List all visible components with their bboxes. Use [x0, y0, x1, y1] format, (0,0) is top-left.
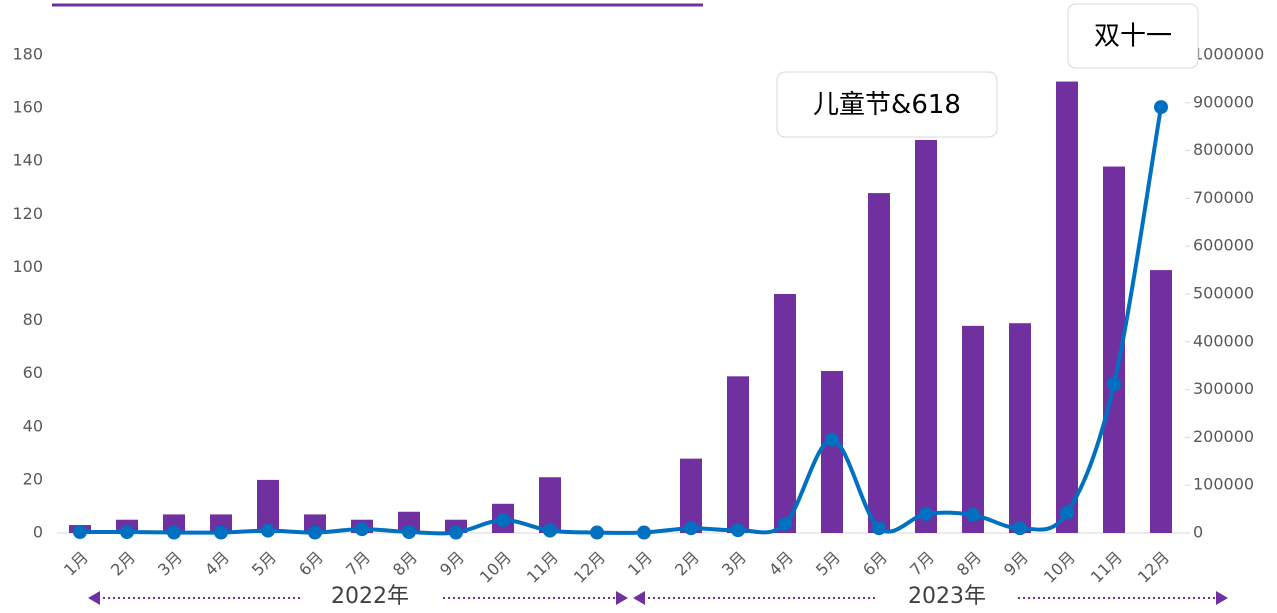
group-label: 2022年: [331, 584, 409, 609]
x-tick-label: 8月: [953, 548, 985, 580]
line-marker: [966, 507, 980, 522]
line-marker: [543, 523, 557, 538]
y-tick-label: 180: [12, 45, 43, 64]
bar: [257, 479, 279, 533]
line-marker: [919, 506, 933, 521]
bar: [821, 371, 843, 533]
annotation-box: [1067, 3, 1199, 69]
line-marker: [120, 525, 134, 540]
line-marker: [1154, 100, 1168, 115]
x-tick-label: 5月: [248, 548, 280, 580]
annotation-box: [776, 71, 998, 138]
bar: [915, 139, 937, 533]
line-marker: [637, 525, 651, 540]
bar: [774, 294, 796, 533]
line: [79, 106, 1163, 536]
bar: [727, 376, 749, 533]
x-tick-label: 6月: [295, 548, 327, 580]
y-tick-label: 140: [12, 151, 43, 170]
y2-tick-label: 900000: [1193, 92, 1254, 111]
line-marker: [355, 522, 369, 537]
bar: [680, 458, 702, 533]
line-marker: [496, 513, 510, 528]
bar: [1150, 270, 1172, 533]
line-marker: [1060, 505, 1074, 520]
line-marker: [590, 525, 604, 540]
y2-tick-label: 600000: [1193, 236, 1254, 255]
line-marker: [778, 516, 792, 531]
x-tick-label: 6月: [859, 548, 891, 580]
line-marker: [684, 521, 698, 536]
bar: [398, 511, 420, 533]
y2-tick-label: 100000: [1193, 475, 1254, 494]
x-tick-label: 10月: [476, 548, 515, 587]
line-marker: [1013, 521, 1027, 536]
x-tick-label: 8月: [389, 548, 421, 580]
annotation: 双十一: [1094, 22, 1172, 52]
line-marker: [214, 525, 228, 540]
x-tick-label: 7月: [342, 548, 374, 580]
x-tick-label: 5月: [812, 548, 844, 580]
bar: [962, 325, 984, 533]
y2-tick-label: 700000: [1193, 188, 1254, 207]
x-tick-label: 2月: [671, 548, 703, 580]
y2-tick-label: 300000: [1193, 379, 1254, 398]
x-tick-label: 11月: [1087, 548, 1126, 587]
x-tick-label: 1月: [624, 548, 656, 580]
y-tick-label: 40: [23, 416, 43, 435]
y-tick-label: 0: [33, 523, 43, 542]
x-tick-label: 9月: [436, 548, 468, 580]
y-tick-label: 60: [23, 363, 43, 382]
x-tick-label: 3月: [154, 548, 186, 580]
arrow-head: [616, 591, 628, 605]
y-tick-label: 80: [23, 310, 43, 329]
x-tick-label: 2月: [107, 548, 139, 580]
x-tick-label: 10月: [1040, 548, 1079, 587]
y-tick-label: 120: [12, 204, 43, 223]
y2-tick-label: 200000: [1193, 427, 1254, 446]
y2-tick-label: 1000000: [1193, 45, 1264, 64]
y2-tick-label: 500000: [1193, 284, 1254, 303]
x-tick-label: 12月: [1134, 548, 1173, 587]
x-tick-label: 11月: [523, 548, 562, 587]
y2-tick-label: 400000: [1193, 331, 1254, 350]
line-marker: [449, 525, 463, 540]
bar: [1009, 323, 1031, 533]
line-marker: [73, 525, 87, 540]
line-marker: [308, 525, 322, 540]
bar: [1103, 166, 1125, 534]
y-tick-label: 100: [12, 257, 43, 276]
group-label-bg: [300, 582, 440, 609]
arrow-head: [1216, 591, 1228, 605]
bar: [1056, 81, 1078, 534]
line-marker: [872, 521, 886, 536]
group-label-bg: [877, 582, 1017, 609]
x-tick-label: 4月: [765, 548, 797, 580]
y-tick-label: 20: [23, 469, 43, 488]
line-marker: [167, 525, 181, 540]
x-tick-label: 7月: [906, 548, 938, 580]
line-marker: [1107, 376, 1121, 391]
bar: [539, 477, 561, 533]
annotation: 儿童节&618: [813, 90, 961, 120]
line-marker: [825, 432, 839, 447]
line-marker: [261, 523, 275, 538]
x-tick-label: 4月: [201, 548, 233, 580]
x-tick-label: 12月: [570, 548, 609, 587]
arrow-head: [88, 591, 100, 605]
y2-tick-label: 800000: [1193, 140, 1254, 159]
group-label: 2023年: [908, 584, 986, 609]
y-tick-label: 160: [12, 98, 43, 117]
bar: [868, 193, 890, 534]
arrow-head: [633, 591, 645, 605]
x-tick-label: 3月: [718, 548, 750, 580]
y2-tick-label: 0: [1193, 523, 1203, 542]
x-tick-label: 9月: [1000, 548, 1032, 580]
line-marker: [402, 525, 416, 540]
line-marker: [731, 523, 745, 538]
x-tick-label: 1月: [60, 548, 92, 580]
